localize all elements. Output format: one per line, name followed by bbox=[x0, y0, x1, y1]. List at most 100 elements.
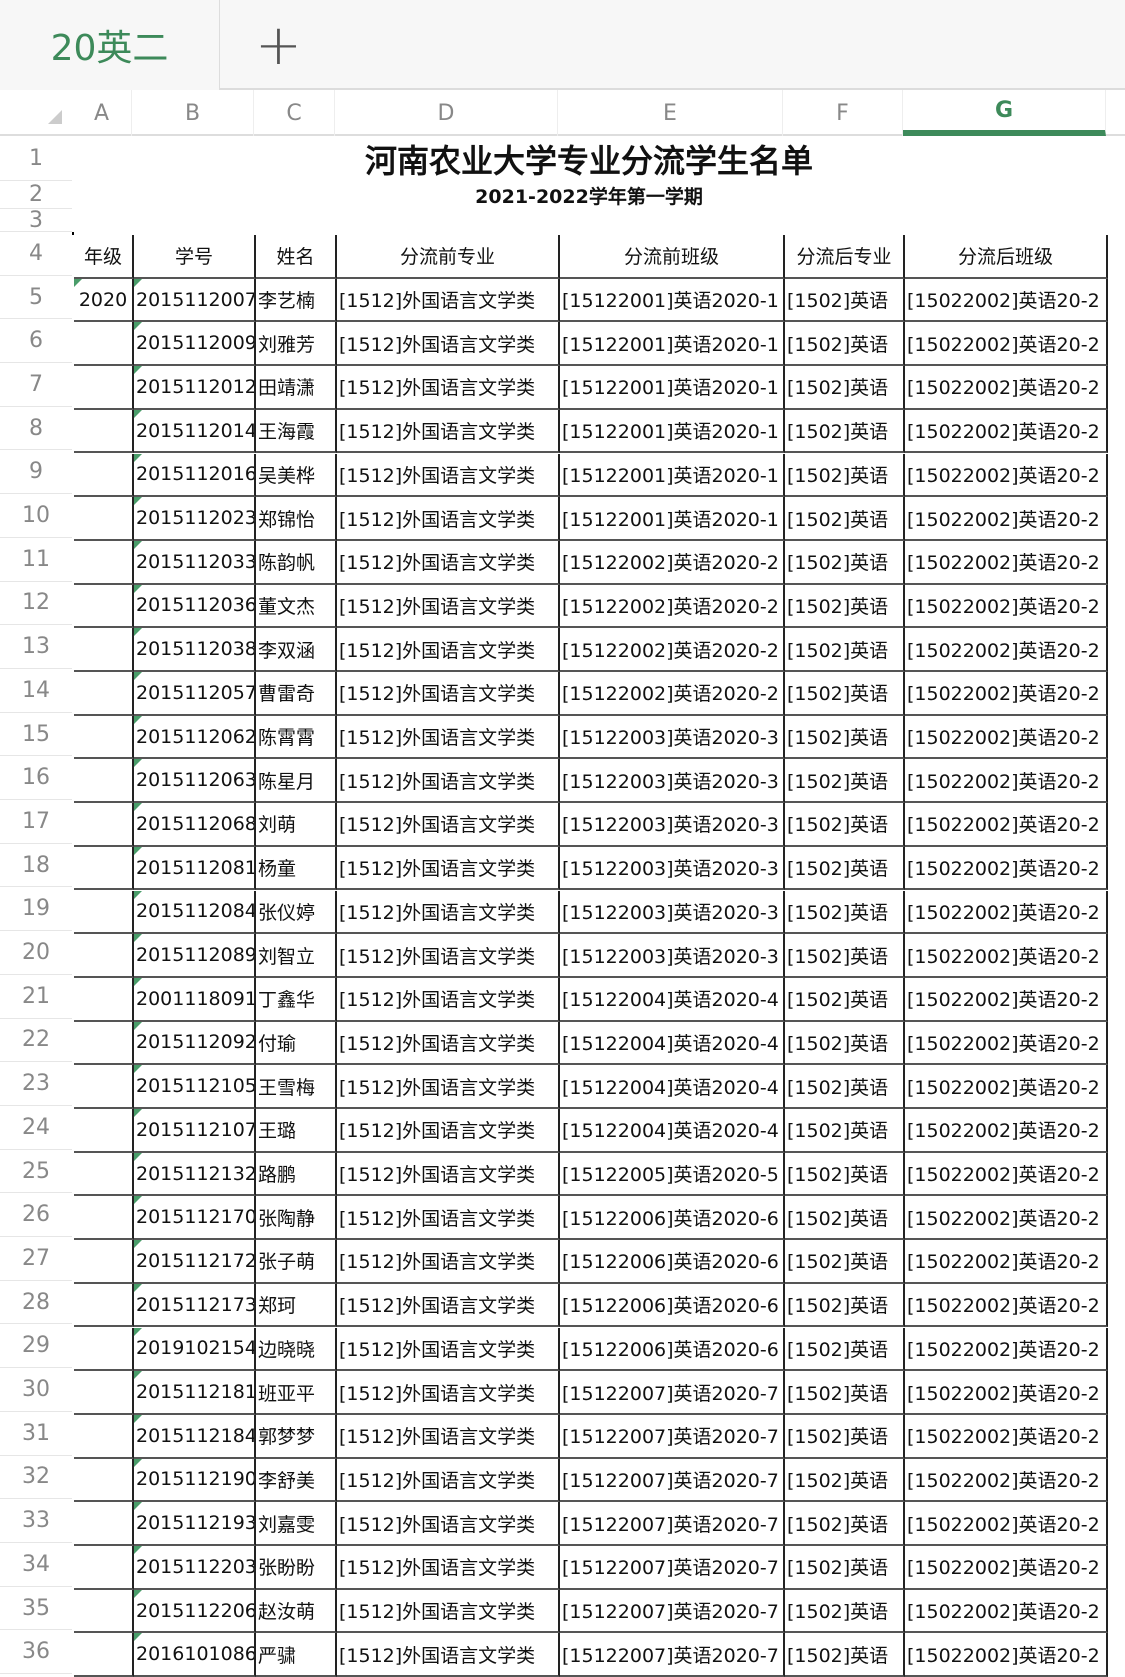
cell-name[interactable]: 王海霞 bbox=[256, 409, 337, 454]
cell-post-major[interactable]: [1502]英语 bbox=[785, 803, 905, 847]
cell-name[interactable]: 李舒美 bbox=[256, 1458, 337, 1503]
cell-grade[interactable] bbox=[74, 628, 134, 672]
cell-pre-major[interactable]: [1512]外国语言文学类 bbox=[337, 759, 560, 804]
row-header-7[interactable]: 7 bbox=[0, 363, 72, 407]
cell-id[interactable]: 2015112206 bbox=[134, 1589, 256, 1634]
cell-grade[interactable] bbox=[74, 453, 134, 498]
cell-pre-class[interactable]: [15122001]英语2020-1 bbox=[560, 278, 785, 323]
cell-post-major[interactable]: [1502]英语 bbox=[785, 1152, 905, 1197]
cell-pre-class[interactable]: [15122003]英语2020-3 bbox=[560, 890, 785, 935]
row-header-33[interactable]: 33 bbox=[0, 1499, 72, 1543]
cell-post-major[interactable]: [1502]英语 bbox=[785, 672, 905, 716]
cell-pre-major[interactable]: [1512]外国语言文学类 bbox=[337, 1589, 560, 1634]
cell-name[interactable]: 田靖潇 bbox=[256, 366, 337, 410]
cell-grade[interactable] bbox=[74, 366, 134, 410]
cell-pre-class[interactable]: [15122006]英语2020-6 bbox=[560, 1283, 785, 1328]
column-title-1[interactable]: 年级 bbox=[74, 235, 134, 279]
cell-grade[interactable] bbox=[74, 1371, 134, 1415]
cell-post-class[interactable]: [15022002]英语20-2 bbox=[905, 1458, 1108, 1503]
row-header-2[interactable]: 2 bbox=[0, 181, 72, 209]
row-header-6[interactable]: 6 bbox=[0, 319, 72, 364]
cell-post-major[interactable]: [1502]英语 bbox=[785, 1240, 905, 1284]
cell-pre-class[interactable]: [15122007]英语2020-7 bbox=[560, 1371, 785, 1415]
cell-post-class[interactable]: [15022002]英语20-2 bbox=[905, 1589, 1108, 1634]
cell-post-class[interactable]: [15022002]英语20-2 bbox=[905, 497, 1108, 541]
cell-pre-class[interactable]: [15122007]英语2020-7 bbox=[560, 1633, 785, 1677]
cell-id[interactable]: 2015112132 bbox=[134, 1152, 256, 1197]
cell-grade[interactable] bbox=[74, 672, 134, 716]
cell-post-class[interactable]: [15022002]英语20-2 bbox=[905, 1283, 1108, 1328]
cell-post-class[interactable]: [15022002]英语20-2 bbox=[905, 890, 1108, 935]
cell-post-major[interactable]: [1502]英语 bbox=[785, 977, 905, 1022]
row-header-23[interactable]: 23 bbox=[0, 1062, 72, 1106]
cell-pre-class[interactable]: [15122002]英语2020-2 bbox=[560, 584, 785, 629]
cell-pre-class[interactable]: [15122006]英语2020-6 bbox=[560, 1240, 785, 1284]
row-header-35[interactable]: 35 bbox=[0, 1587, 72, 1631]
cell-pre-class[interactable]: [15122004]英语2020-4 bbox=[560, 1065, 785, 1109]
cell-post-class[interactable]: [15022002]英语20-2 bbox=[905, 278, 1108, 323]
cell-grade[interactable] bbox=[74, 1196, 134, 1241]
row-header-28[interactable]: 28 bbox=[0, 1281, 72, 1325]
cell-name[interactable]: 曹雷奇 bbox=[256, 672, 337, 716]
cell-id[interactable]: 2015112193 bbox=[134, 1502, 256, 1546]
row-header-27[interactable]: 27 bbox=[0, 1237, 72, 1281]
cell-pre-class[interactable]: [15122002]英语2020-2 bbox=[560, 540, 785, 585]
cell-pre-major[interactable]: [1512]外国语言文学类 bbox=[337, 890, 560, 935]
cell-id[interactable]: 2015112089 bbox=[134, 934, 256, 978]
row-header-5[interactable]: 5 bbox=[0, 276, 72, 320]
cell-pre-major[interactable]: [1512]外国语言文学类 bbox=[337, 1458, 560, 1503]
cell-pre-major[interactable]: [1512]外国语言文学类 bbox=[337, 1546, 560, 1590]
cell-pre-major[interactable]: [1512]外国语言文学类 bbox=[337, 322, 560, 367]
cell-pre-major[interactable]: [1512]外国语言文学类 bbox=[337, 1283, 560, 1328]
cell-name[interactable]: 赵汝萌 bbox=[256, 1589, 337, 1634]
cell-grade[interactable] bbox=[74, 1065, 134, 1109]
cell-post-major[interactable]: [1502]英语 bbox=[785, 409, 905, 454]
cell-post-major[interactable]: [1502]英语 bbox=[785, 497, 905, 541]
cell-id[interactable]: 2015112057 bbox=[134, 672, 256, 716]
cell-name[interactable]: 陈霄霄 bbox=[256, 715, 337, 760]
column-header-c[interactable]: C bbox=[254, 90, 335, 136]
row-header-30[interactable]: 30 bbox=[0, 1368, 72, 1412]
cell-grade[interactable] bbox=[74, 409, 134, 454]
cell-pre-class[interactable]: [15122005]英语2020-5 bbox=[560, 1152, 785, 1197]
cell-post-class[interactable]: [15022002]英语20-2 bbox=[905, 409, 1108, 454]
row-header-8[interactable]: 8 bbox=[0, 407, 72, 451]
cell-grade[interactable] bbox=[74, 890, 134, 935]
cell-id[interactable]: 2015112092 bbox=[134, 1021, 256, 1066]
cell-pre-major[interactable]: [1512]外国语言文学类 bbox=[337, 409, 560, 454]
cell-pre-major[interactable]: [1512]外国语言文学类 bbox=[337, 1502, 560, 1546]
cell-name[interactable]: 董文杰 bbox=[256, 584, 337, 629]
cell-name[interactable]: 丁鑫华 bbox=[256, 977, 337, 1022]
cell-pre-major[interactable]: [1512]外国语言文学类 bbox=[337, 453, 560, 498]
cell-post-class[interactable]: [15022002]英语20-2 bbox=[905, 803, 1108, 847]
row-header-16[interactable]: 16 bbox=[0, 756, 72, 801]
row-header-34[interactable]: 34 bbox=[0, 1543, 72, 1587]
cell-pre-major[interactable]: [1512]外国语言文学类 bbox=[337, 934, 560, 978]
cell-grade[interactable] bbox=[74, 1240, 134, 1284]
cell-pre-class[interactable]: [15122007]英语2020-7 bbox=[560, 1502, 785, 1546]
cell-post-class[interactable]: [15022002]英语20-2 bbox=[905, 1152, 1108, 1197]
cell-name[interactable]: 陈星月 bbox=[256, 759, 337, 804]
row-header-12[interactable]: 12 bbox=[0, 582, 72, 626]
column-header-e[interactable]: E bbox=[558, 90, 783, 136]
cell-name[interactable]: 陈韵帆 bbox=[256, 540, 337, 585]
cell-id[interactable]: 2015112012 bbox=[134, 366, 256, 410]
cell-post-major[interactable]: [1502]英语 bbox=[785, 1021, 905, 1066]
row-header-4[interactable]: 4 bbox=[0, 232, 72, 276]
cell-pre-class[interactable]: [15122007]英语2020-7 bbox=[560, 1414, 785, 1459]
row-header-32[interactable]: 32 bbox=[0, 1456, 72, 1500]
column-title-3[interactable]: 姓名 bbox=[256, 235, 337, 279]
cell-post-class[interactable]: [15022002]英语20-2 bbox=[905, 1414, 1108, 1459]
cell-name[interactable]: 严骕 bbox=[256, 1633, 337, 1677]
sheet-subtitle[interactable]: 2021-2022学年第一学期 bbox=[475, 185, 703, 208]
cell-id[interactable]: 2015112063 bbox=[134, 759, 256, 804]
cell-pre-major[interactable]: [1512]外国语言文学类 bbox=[337, 1065, 560, 1109]
cell-post-class[interactable]: [15022002]英语20-2 bbox=[905, 759, 1108, 804]
cell-name[interactable]: 边晓晓 bbox=[256, 1327, 337, 1372]
cell-grade[interactable] bbox=[74, 540, 134, 585]
cell-name[interactable]: 王雪梅 bbox=[256, 1065, 337, 1109]
cell-grade[interactable] bbox=[74, 497, 134, 541]
cell-pre-class[interactable]: [15122003]英语2020-3 bbox=[560, 803, 785, 847]
cell-post-major[interactable]: [1502]英语 bbox=[785, 366, 905, 410]
cell-post-class[interactable]: [15022002]英语20-2 bbox=[905, 1065, 1108, 1109]
